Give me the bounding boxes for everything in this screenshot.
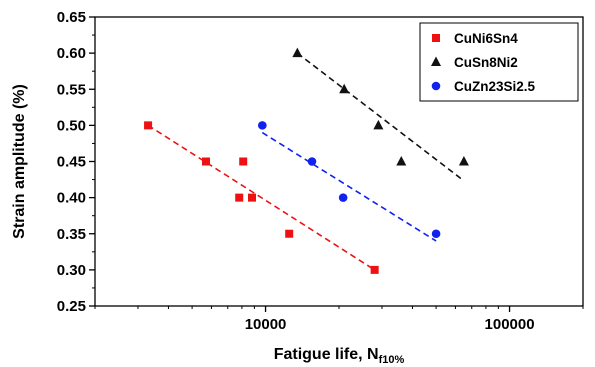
data-point-cuni6sn4: [285, 229, 294, 238]
y-tick-label: 0.65: [57, 9, 86, 26]
fit-line-cuzn23si2-5: [261, 131, 437, 242]
legend-marker-cusn8ni2: [431, 56, 441, 66]
y-tick-label: 0.30: [57, 262, 86, 279]
data-point-cuzn23si2-5: [338, 193, 348, 202]
y-tick-label: 0.45: [57, 154, 86, 171]
y-tick-label: 0.55: [57, 81, 86, 98]
y-tick-label: 0.50: [57, 117, 86, 134]
data-point-cusn8ni2: [339, 83, 350, 94]
y-tick-label: 0.40: [57, 190, 86, 207]
data-point-cuzn23si2-5: [307, 157, 317, 166]
data-point-cuni6sn4: [370, 265, 379, 274]
x-axis-title-main: Fatigue life, N: [274, 346, 379, 363]
x-axis-title: Fatigue life, Nf10%: [274, 346, 405, 366]
legend-marker-cuni6sn4: [432, 34, 440, 42]
data-markers: [144, 47, 469, 274]
data-point-cuzn23si2-5: [431, 229, 441, 239]
x-tick-label: 100000: [485, 316, 535, 333]
data-point-cuni6sn4: [144, 121, 153, 130]
data-point-cuni6sn4: [239, 157, 248, 166]
plot-area: 0.25 0.30 0.35 0.40 0.45 0.50 0.55 0.60 0.65 100…: [57, 9, 584, 333]
fit-line-cusn8ni2: [296, 52, 463, 181]
data-point-cusn8ni2: [458, 156, 469, 166]
fit-lines: [147, 52, 463, 271]
data-point-cusn8ni2: [396, 156, 407, 166]
y-tick-label: 0.60: [57, 45, 86, 62]
data-point-cuni6sn4: [201, 157, 210, 166]
y-axis: 0.25 0.30 0.35 0.40 0.45 0.50 0.55 0.60 0.65: [57, 9, 95, 315]
y-tick-label: 0.35: [57, 226, 86, 243]
data-point-cuni6sn4: [235, 193, 244, 202]
legend-label-cuzn23si2-5: CuZn23Si2.5: [454, 79, 536, 94]
x-axis-title-subscript: f10%: [379, 354, 405, 366]
legend: CuNi6Sn4 CuSn8Ni2 CuZn23Si2.5: [419, 22, 579, 102]
data-point-cuzn23si2-5: [258, 121, 267, 130]
data-point-cusn8ni2: [373, 119, 384, 130]
legend-label-cusn8ni2: CuSn8Ni2: [454, 55, 518, 70]
legend-marker-cuzn23si2-5: [431, 81, 441, 91]
data-point-cusn8ni2: [292, 47, 303, 58]
data-point-cuni6sn4: [248, 193, 257, 202]
y-axis-title: Strain amplitude (%): [11, 84, 28, 239]
x-axis: 10000 100000: [94, 306, 584, 333]
legend-box: [419, 22, 579, 102]
y-tick-label: 0.25: [57, 298, 86, 315]
x-tick-label: 10000: [245, 316, 287, 333]
legend-label-cuni6sn4: CuNi6Sn4: [454, 31, 518, 46]
fit-line-cuni6sn4: [147, 124, 376, 271]
